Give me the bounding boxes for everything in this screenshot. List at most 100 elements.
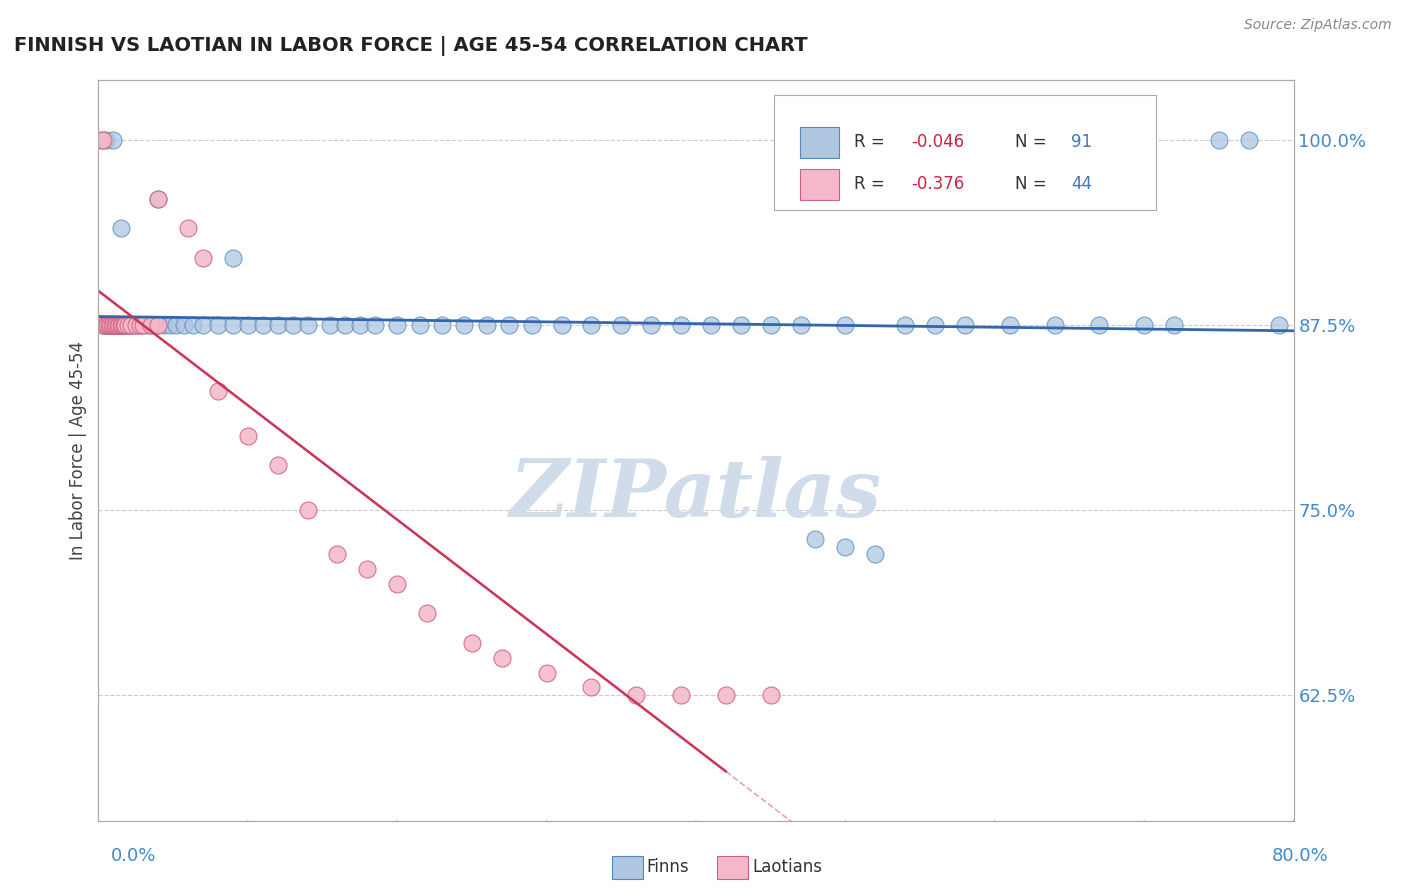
Point <box>953 318 976 332</box>
Point <box>148 192 170 206</box>
Point <box>111 318 134 332</box>
Point <box>107 318 129 332</box>
Point <box>117 318 139 332</box>
Point <box>97 318 120 332</box>
Point <box>104 318 127 332</box>
Point <box>894 318 917 332</box>
Text: 80.0%: 80.0% <box>1272 847 1329 864</box>
Text: N =: N = <box>1015 176 1052 194</box>
Point <box>408 318 430 332</box>
Point <box>107 318 129 332</box>
Point <box>581 318 603 332</box>
Text: 44: 44 <box>1071 176 1092 194</box>
Point <box>491 650 513 665</box>
Point <box>96 318 118 332</box>
Point <box>1208 132 1230 146</box>
Point <box>610 318 633 332</box>
Text: -0.046: -0.046 <box>911 134 965 152</box>
Point <box>159 318 181 332</box>
Point <box>461 636 484 650</box>
Point <box>550 318 572 332</box>
Point <box>1402 318 1406 332</box>
Point <box>1267 318 1289 332</box>
Point <box>252 318 274 332</box>
Point <box>94 132 117 146</box>
Bar <box>800 127 839 158</box>
Text: FINNISH VS LAOTIAN IN LABOR FORCE | AGE 45-54 CORRELATION CHART: FINNISH VS LAOTIAN IN LABOR FORCE | AGE … <box>14 36 807 55</box>
Point <box>1372 318 1395 332</box>
Point <box>333 318 356 332</box>
Point <box>104 318 127 332</box>
Point <box>430 318 453 332</box>
Point <box>222 318 245 332</box>
Point <box>136 318 159 332</box>
Text: R =: R = <box>853 176 890 194</box>
Point <box>998 318 1021 332</box>
Point <box>120 318 142 332</box>
Point <box>173 318 195 332</box>
Point <box>640 318 662 332</box>
Point <box>626 688 648 702</box>
Point <box>132 318 155 332</box>
Point <box>97 318 120 332</box>
Point <box>103 318 125 332</box>
Point <box>117 318 139 332</box>
Point <box>105 318 128 332</box>
Point <box>128 318 150 332</box>
Point <box>96 318 118 332</box>
Point <box>191 318 214 332</box>
Text: Finns: Finns <box>647 858 689 876</box>
Point <box>94 318 117 332</box>
Point <box>91 318 114 332</box>
Point <box>121 318 143 332</box>
Point <box>125 318 148 332</box>
Point <box>98 318 122 332</box>
Point <box>112 318 135 332</box>
Point <box>356 562 378 576</box>
Point <box>108 318 131 332</box>
Point <box>132 318 155 332</box>
Point <box>700 318 723 332</box>
Point <box>103 318 125 332</box>
Point <box>148 318 170 332</box>
Point <box>148 192 170 206</box>
Point <box>349 318 371 332</box>
Point <box>104 318 127 332</box>
Bar <box>800 169 839 200</box>
Point <box>759 688 782 702</box>
Point <box>91 318 114 332</box>
Point <box>236 428 259 442</box>
Point <box>804 533 827 547</box>
Point <box>297 318 319 332</box>
Point <box>1088 318 1111 332</box>
Point <box>112 318 135 332</box>
Point <box>139 318 162 332</box>
Text: 0.0%: 0.0% <box>111 847 156 864</box>
Point <box>141 318 163 332</box>
Point <box>267 458 290 473</box>
Point <box>91 132 114 146</box>
Point <box>101 318 124 332</box>
Point <box>236 318 259 332</box>
Point <box>789 318 811 332</box>
Point <box>98 318 122 332</box>
Point <box>536 665 558 680</box>
Point <box>581 681 603 695</box>
Point <box>110 221 132 235</box>
Point <box>759 318 782 332</box>
Point <box>207 318 229 332</box>
Point <box>110 318 132 332</box>
Point <box>714 688 737 702</box>
Point <box>1133 318 1156 332</box>
Text: -0.376: -0.376 <box>911 176 965 194</box>
Point <box>453 318 475 332</box>
Point <box>520 318 543 332</box>
Point <box>118 318 141 332</box>
Point <box>191 251 214 265</box>
Point <box>165 318 187 332</box>
Point <box>267 318 290 332</box>
Text: Laotians: Laotians <box>752 858 823 876</box>
Point <box>93 318 115 332</box>
Point <box>148 318 170 332</box>
Point <box>385 318 409 332</box>
